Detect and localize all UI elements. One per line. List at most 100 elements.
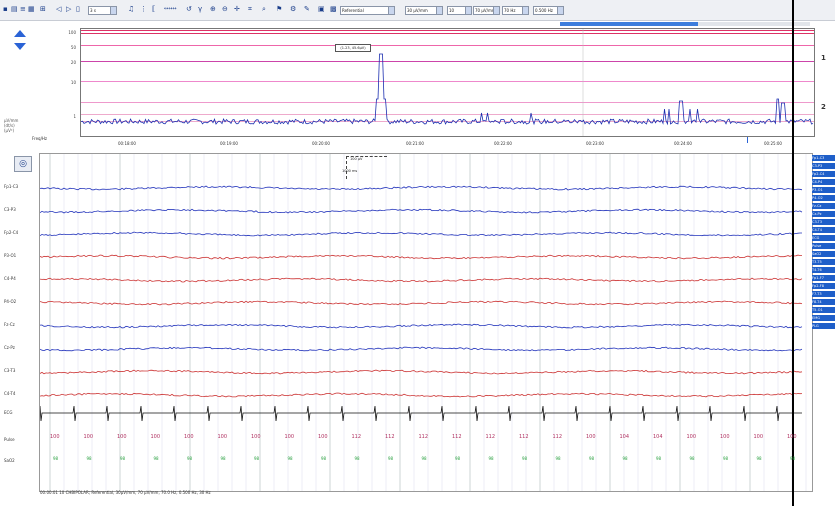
page-number-2[interactable]: 2 (821, 103, 826, 111)
spo2-value: 98 (153, 456, 159, 461)
ecg-label[interactable]: ECG (4, 410, 13, 415)
cursor-icon[interactable]: ✛ (234, 5, 240, 13)
print-icon[interactable]: ▤ (11, 5, 18, 13)
side-channel-button[interactable]: ECG (812, 235, 835, 241)
side-channel-button[interactable]: SaO2 (812, 251, 835, 257)
marker-icon[interactable]: ⋮ (140, 5, 147, 13)
time-tick: 00:18:00 (118, 141, 136, 146)
menu-icon[interactable]: ≡ (20, 5, 26, 13)
chevron-down-icon (388, 7, 394, 14)
time-tick: 00:20:00 (312, 141, 330, 146)
time-cursor-line[interactable] (792, 0, 794, 506)
spo2-value: 98 (388, 456, 394, 461)
pulse-label[interactable]: Pulse (4, 437, 15, 442)
side-channel-button[interactable]: EMG (812, 315, 835, 321)
scroll-down-icon[interactable] (14, 43, 26, 50)
channel-label[interactable]: Cz-Pz (4, 345, 15, 350)
spo2-value: 98 (488, 456, 494, 461)
channel-label[interactable]: Fz-Cz (4, 322, 15, 327)
side-channel-button[interactable]: Fp1-C3 (812, 155, 835, 161)
scale-time: 1000 ms (342, 169, 358, 173)
side-channel-button[interactable]: P3-O1 (812, 187, 835, 193)
recording-progress-bar[interactable] (560, 22, 810, 26)
montage-icon[interactable]: ▦ (28, 5, 35, 13)
montage-select[interactable]: Referential (340, 6, 395, 15)
channel-label[interactable]: C3-P3 (4, 207, 16, 212)
page-duration-select[interactable]: 3 s (88, 6, 117, 15)
ecg-trace (40, 405, 802, 422)
settings-icon[interactable]: ⚙ (290, 5, 297, 13)
side-channel-button[interactable]: Fp2-F8 (812, 283, 835, 289)
channel-label[interactable]: Fp2-C4 (4, 230, 19, 235)
side-channel-button[interactable]: Fz-Cz (812, 203, 835, 209)
page-icon[interactable]: ▯ (76, 5, 80, 13)
side-channel-button[interactable]: Fp2-C4 (812, 171, 835, 177)
zoom-out-icon[interactable]: ⊖ (222, 5, 228, 13)
side-channel-button[interactable]: PLG (812, 323, 835, 329)
flag-icon[interactable]: ⚑ (276, 5, 283, 13)
trend-panel[interactable]: (1.23, 45.6µV) (80, 28, 815, 137)
side-channel-button[interactable]: Pulse (812, 243, 835, 249)
measure-icon[interactable]: ↔↔↔ (164, 6, 177, 12)
pulse-value: 112 (385, 434, 395, 440)
side-channel-button[interactable]: F7-T3 (812, 291, 835, 297)
side-channel-button[interactable]: Fp1-F7 (812, 275, 835, 281)
side-channel-button[interactable]: Cz-Pz (812, 211, 835, 217)
spo2-value: 98 (689, 456, 695, 461)
spo2-value: 98 (790, 456, 796, 461)
channel-label[interactable]: Fp1-C3 (4, 184, 19, 189)
side-channel-button[interactable]: C3-P3 (812, 163, 835, 169)
filter-icon[interactable]: γ (198, 5, 203, 13)
time-marker[interactable] (747, 137, 748, 143)
eeg-trace (40, 185, 803, 191)
zoom-in-icon[interactable]: ⊕ (210, 5, 216, 13)
side-channel-button[interactable]: C3-T3 (812, 219, 835, 225)
channel-label[interactable]: C4-P4 (4, 276, 16, 281)
search-icon[interactable]: ⌕ (262, 5, 266, 13)
side-channel-button[interactable]: T5-O1 (812, 307, 835, 313)
pulse-value: 100 (217, 434, 228, 440)
side-channel-button[interactable]: T3-T5 (812, 259, 835, 265)
side-channel-button[interactable]: T4-T6 (812, 267, 835, 273)
camera-icon[interactable]: ▣ (318, 5, 325, 13)
forward-icon[interactable]: ▷ (66, 5, 72, 13)
side-channel-button[interactable]: F8-T4 (812, 299, 835, 305)
grid-icon[interactable]: ⊞ (40, 5, 46, 13)
side-channel-button[interactable]: C4-T4 (812, 227, 835, 233)
side-channel-button[interactable]: C4-P4 (812, 179, 835, 185)
channel-count-select[interactable]: 10 (447, 6, 472, 15)
channel-label[interactable]: P4-O2 (4, 299, 17, 304)
music-note-icon[interactable]: ♫ (128, 5, 135, 13)
sensitivity-select[interactable]: 30 µV/mm (405, 6, 443, 15)
time-tick: 00:22:00 (494, 141, 512, 146)
chevron-down-icon (522, 7, 528, 14)
spo2-value: 98 (622, 456, 628, 461)
save-icon[interactable]: ▪ (3, 5, 8, 13)
target-icon[interactable]: ◎ (14, 156, 32, 172)
spo2-label[interactable]: SaO2 (4, 458, 15, 463)
photo-icon[interactable]: ▩ (330, 5, 337, 13)
side-channel-button[interactable]: P4-O2 (812, 195, 835, 201)
channel-label[interactable]: C3-T3 (4, 368, 16, 373)
spo2-value: 98 (86, 456, 92, 461)
pulse-value: 104 (619, 434, 630, 440)
page-number-1[interactable]: 1 (821, 54, 826, 62)
channel-label[interactable]: P3-O1 (4, 253, 17, 258)
ruler-icon[interactable]: ⌗ (248, 5, 252, 13)
scroll-up-icon[interactable] (14, 30, 26, 37)
y-tick: 50 (70, 45, 76, 50)
time-tick: 00:23:00 (586, 141, 604, 146)
channel-label[interactable]: C4-T4 (4, 391, 16, 396)
eeg-trace (40, 277, 803, 283)
note-icon[interactable]: ✎ (304, 5, 310, 13)
pointer-icon[interactable]: ⟦ (152, 5, 156, 13)
gain-select[interactable]: 70 µV/mm (473, 6, 500, 15)
progress-fill (560, 22, 698, 26)
pulse-value: 100 (117, 434, 127, 440)
spo2-value: 98 (656, 456, 662, 461)
high-filter-select[interactable]: 70 Hz (502, 6, 529, 15)
undo-icon[interactable]: ↺ (186, 5, 192, 13)
low-filter-select[interactable]: 0.500 Hz (533, 6, 564, 15)
eeg-panel[interactable]: 100 µV 1000 ms (39, 153, 813, 492)
back-icon[interactable]: ◁ (56, 5, 62, 13)
